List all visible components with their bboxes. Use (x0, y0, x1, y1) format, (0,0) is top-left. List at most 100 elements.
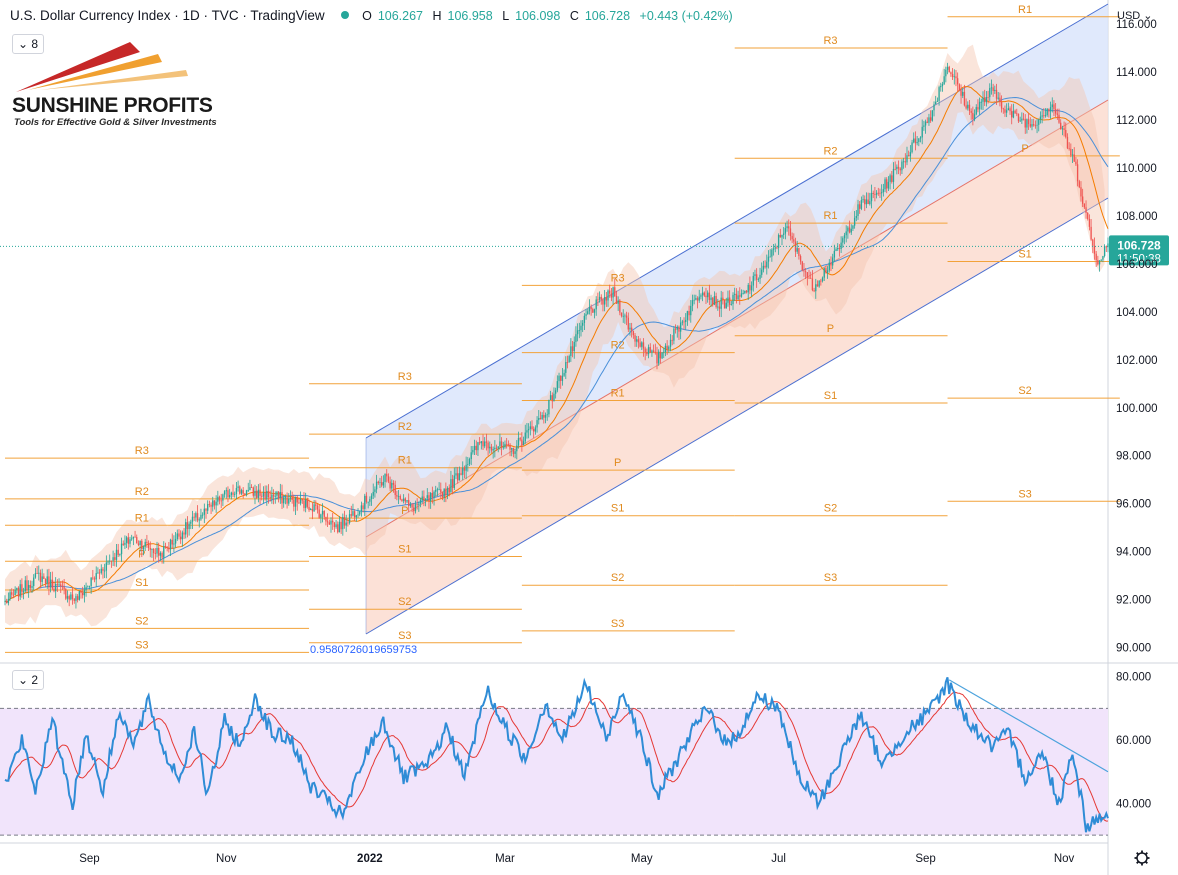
candle (283, 495, 285, 508)
candle (943, 68, 945, 85)
candle (625, 311, 628, 326)
candle (115, 543, 118, 567)
candle (985, 91, 988, 107)
candle (995, 83, 998, 105)
candle (977, 99, 979, 113)
candle-body (424, 498, 427, 501)
candle-body (380, 482, 383, 486)
candle-body (210, 504, 212, 507)
candle (1090, 219, 1092, 241)
candle-body (556, 381, 559, 391)
symbol-title[interactable]: U.S. Dollar Currency Index · 1D · TVC · … (10, 8, 325, 23)
candle-body (663, 351, 665, 353)
candle-body (345, 522, 347, 526)
candle-body (534, 427, 537, 432)
candle (946, 62, 949, 75)
candle (607, 289, 609, 307)
candle (21, 578, 23, 598)
candle (29, 580, 32, 591)
candle (71, 587, 74, 605)
candle (497, 446, 499, 453)
gear-icon[interactable] (1134, 850, 1150, 866)
candle (178, 529, 180, 540)
pivot-label-r2: R2 (398, 421, 412, 433)
candle-body (1002, 108, 1004, 110)
candle (313, 500, 315, 512)
candle (428, 491, 430, 509)
candle-body (691, 300, 694, 306)
candle-body (686, 311, 689, 320)
candle-body (43, 576, 45, 579)
candle-body (225, 490, 227, 492)
candle-body (580, 325, 582, 331)
candle-body (1098, 260, 1101, 265)
candle (242, 487, 244, 499)
candle (6, 598, 8, 604)
candle (931, 110, 934, 122)
candle (909, 145, 912, 162)
candle-body (428, 495, 430, 501)
candle (808, 269, 810, 279)
candle (56, 579, 59, 592)
candle-body (463, 467, 466, 471)
candle (941, 81, 944, 92)
candle-body (636, 339, 638, 342)
candle (152, 548, 155, 562)
candle-body (926, 121, 928, 123)
candle-body (951, 73, 954, 78)
candle-body (536, 420, 538, 428)
candle-body (310, 509, 312, 511)
candle-body (1078, 181, 1080, 188)
candle-body (58, 584, 60, 586)
candle (370, 493, 373, 506)
candle (1058, 108, 1060, 124)
candle (504, 440, 506, 449)
candle (831, 253, 834, 270)
candle-body (539, 417, 542, 419)
candle (914, 131, 917, 151)
candle-body (962, 91, 964, 96)
candle-body (994, 89, 996, 92)
candle (103, 563, 106, 579)
candle-body (338, 521, 341, 533)
candle (615, 290, 618, 305)
candle (49, 571, 52, 593)
rsi-toggle-button[interactable]: ⌄ 2 (12, 670, 45, 690)
candle-body (499, 441, 501, 447)
candle (1031, 119, 1033, 131)
currency-selector[interactable]: USD ⌄ (1117, 10, 1153, 22)
rsi-trend-line (948, 679, 1109, 773)
candle (347, 518, 349, 527)
candle (1007, 102, 1010, 111)
candle (901, 159, 903, 174)
candle (44, 578, 47, 588)
candle (54, 577, 57, 598)
candle (767, 250, 770, 269)
candle-body (953, 76, 955, 78)
candle-body (228, 495, 231, 498)
candle-body (671, 339, 673, 341)
candle-body (497, 446, 499, 449)
candle-body (816, 284, 819, 287)
candle (845, 225, 847, 243)
candle-body (399, 496, 401, 500)
candle (617, 296, 619, 311)
candle (728, 290, 731, 311)
candle (956, 72, 959, 92)
candle-body (837, 248, 839, 250)
candle-body (654, 351, 656, 353)
candle-body (247, 490, 249, 491)
candle-body (658, 351, 660, 364)
candle (686, 310, 689, 326)
candle-body (674, 328, 677, 330)
candle-body (457, 473, 459, 481)
candle (973, 109, 976, 122)
candle (131, 534, 133, 541)
candle (228, 488, 231, 499)
candle (1051, 97, 1053, 113)
candle-body (504, 443, 506, 448)
indicators-toggle-button[interactable]: ⌄ 8 (12, 34, 45, 54)
candle (982, 91, 984, 110)
candle-body (495, 447, 498, 449)
